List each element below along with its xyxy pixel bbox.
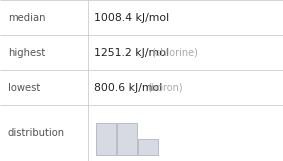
Bar — [96, 123, 116, 155]
Text: lowest: lowest — [8, 82, 40, 93]
Text: 1008.4 kJ/mol: 1008.4 kJ/mol — [94, 13, 169, 23]
Bar — [138, 139, 158, 155]
Bar — [117, 123, 137, 155]
Text: median: median — [8, 13, 46, 23]
Text: highest: highest — [8, 47, 45, 57]
Text: 800.6 kJ/mol: 800.6 kJ/mol — [94, 82, 162, 93]
Text: (boron): (boron) — [147, 82, 182, 93]
Text: distribution: distribution — [8, 128, 65, 138]
Text: 1251.2 kJ/mol: 1251.2 kJ/mol — [94, 47, 169, 57]
Text: (chlorine): (chlorine) — [151, 47, 198, 57]
